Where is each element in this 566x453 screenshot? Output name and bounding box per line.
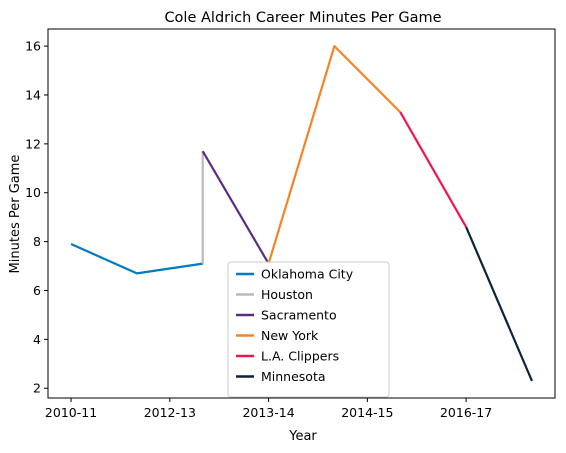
x-axis-label: Year: [288, 429, 317, 444]
series-line-4: [399, 111, 468, 228]
y-tick-label: 8: [33, 234, 41, 249]
legend-label: Sacramento: [261, 308, 337, 323]
series-line-3: [267, 45, 402, 264]
legend-label: New York: [261, 328, 319, 343]
y-tick-label: 6: [33, 283, 41, 298]
series-line-5: [465, 226, 533, 382]
plot-lines: [70, 45, 533, 382]
y-tick-label: 16: [25, 39, 41, 54]
legend-label: L.A. Clippers: [261, 349, 339, 364]
y-tick-label: 10: [25, 185, 41, 200]
x-tick-label: 2016-17: [440, 405, 492, 420]
legend-label: Minnesota: [261, 369, 326, 384]
x-tick-label: 2013-14: [242, 405, 294, 420]
y-tick-label: 14: [25, 87, 41, 102]
y-tick-label: 4: [33, 332, 41, 347]
series-line-0: [70, 243, 203, 275]
y-axis-ticks: 2 4 6 8 10 12 14 16: [25, 39, 48, 396]
y-tick-label: 12: [25, 136, 41, 151]
x-tick-label: 2010-11: [45, 405, 97, 420]
y-tick-label: 2: [33, 381, 41, 396]
x-tick-label: 2014-15: [341, 405, 393, 420]
x-axis-ticks: 2010-11 2012-13 2013-14 2014-15 2016-17: [45, 398, 492, 420]
y-axis-label: Minutes Per Game: [8, 155, 23, 274]
axes-frame: [47, 28, 556, 399]
series-line-2: [201, 150, 270, 265]
legend-box: [227, 261, 390, 398]
legend-label: Oklahoma City: [261, 267, 354, 282]
x-tick-label: 2012-13: [144, 405, 196, 420]
legend: Oklahoma City Houston Sacramento New York L.…: [227, 261, 390, 398]
legend-label: Houston: [261, 287, 313, 302]
chart-title: Cole Aldrich Career Minutes Per Game: [164, 10, 441, 26]
